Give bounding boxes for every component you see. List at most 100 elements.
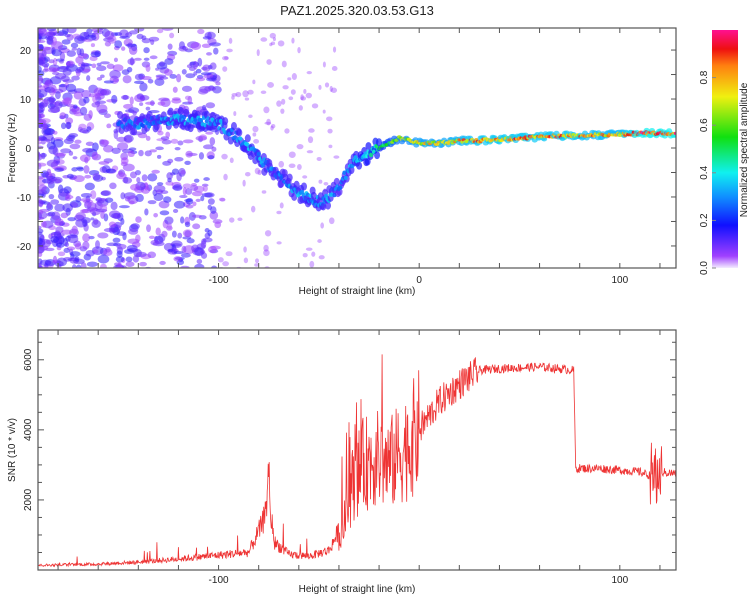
ridge-halo — [230, 122, 237, 131]
ridge-halo — [356, 161, 363, 170]
noise-blob — [322, 109, 326, 114]
noise-blob — [284, 128, 290, 134]
noise-blob — [161, 139, 172, 145]
noise-blob — [103, 80, 114, 84]
noise-blob — [169, 32, 175, 39]
noise-blob — [184, 95, 191, 101]
noise-blob — [164, 69, 173, 76]
noise-blob — [60, 229, 73, 235]
noise-blob — [202, 64, 211, 72]
noise-blob — [115, 256, 125, 263]
noise-blob — [190, 42, 202, 50]
noise-blob — [90, 217, 95, 221]
noise-blob — [96, 76, 103, 81]
noise-blob — [110, 201, 118, 211]
noise-blob — [71, 167, 78, 172]
noise-blob — [174, 157, 184, 162]
noise-blob — [244, 97, 250, 101]
noise-blob — [121, 265, 128, 268]
noise-blob — [171, 98, 182, 104]
noise-blob — [195, 68, 202, 74]
noise-blob — [89, 93, 95, 98]
noise-blob — [54, 203, 65, 212]
noise-blob — [71, 47, 78, 51]
noise-blob — [112, 213, 121, 219]
noise-blob — [155, 227, 161, 236]
noise-blob — [52, 138, 64, 148]
noise-blob — [281, 98, 286, 105]
noise-blob — [86, 261, 98, 267]
noise-blob — [167, 248, 173, 253]
noise-blob — [66, 50, 77, 57]
noise-blob — [73, 258, 85, 265]
noise-blob — [65, 121, 72, 130]
noise-blob — [167, 158, 174, 164]
noise-blob — [112, 64, 124, 72]
noise-blob — [139, 261, 147, 267]
ridge-halo — [117, 110, 124, 119]
noise-blob — [38, 43, 44, 52]
noise-blob — [121, 95, 130, 100]
noise-blob — [90, 190, 97, 200]
noise-blob — [229, 217, 235, 223]
noise-blob — [38, 92, 45, 99]
noise-blob — [38, 193, 45, 197]
noise-blob — [82, 241, 90, 250]
noise-blob — [136, 176, 141, 183]
noise-blob — [54, 73, 67, 80]
noise-blob — [156, 182, 164, 186]
noise-blob — [69, 143, 81, 150]
noise-blob — [202, 36, 212, 40]
noise-blob — [167, 222, 172, 230]
noise-blob — [76, 47, 82, 56]
noise-blob — [330, 87, 338, 93]
noise-blob — [101, 139, 110, 146]
noise-blob — [159, 76, 169, 80]
noise-blob — [157, 101, 166, 106]
noise-blob — [91, 102, 100, 108]
noise-blob — [163, 196, 172, 203]
noise-blob — [333, 155, 340, 159]
noise-blob — [133, 80, 145, 85]
noise-blob — [86, 75, 91, 82]
noise-blob — [186, 238, 195, 244]
noise-blob — [222, 261, 230, 267]
noise-blob — [263, 106, 270, 114]
noise-blob — [195, 198, 201, 202]
y-tick-label: -20 — [17, 242, 32, 253]
noise-blob — [74, 139, 82, 144]
noise-blob — [264, 121, 272, 125]
noise-blob — [281, 60, 287, 68]
noise-blob — [254, 263, 259, 267]
noise-blob — [147, 79, 154, 84]
noise-blob — [270, 125, 274, 131]
noise-blob — [38, 200, 44, 207]
noise-blob — [184, 230, 192, 238]
noise-blob — [73, 88, 85, 93]
noise-blob — [198, 152, 205, 160]
noise-blob — [156, 28, 164, 34]
noise-blob — [97, 232, 109, 239]
noise-blob — [60, 212, 69, 219]
noise-blob — [235, 266, 242, 268]
snr-xlabel: Height of straight line (km) — [299, 584, 416, 595]
noise-blob — [80, 198, 91, 202]
noise-blob — [63, 138, 74, 145]
noise-blob — [264, 230, 272, 237]
ridge-halo — [177, 106, 184, 115]
ridge-core — [446, 141, 451, 145]
noise-blob — [112, 78, 119, 83]
noise-blob — [252, 132, 257, 137]
noise-blob — [157, 130, 164, 136]
noise-blob — [215, 81, 221, 86]
noise-blob — [67, 234, 79, 244]
noise-blob — [139, 82, 148, 92]
noise-blob — [253, 139, 260, 144]
colorbar-tick-label: 0.0 — [699, 261, 710, 275]
ridge-halo — [286, 173, 293, 182]
noise-blob — [79, 128, 89, 134]
noise-blob — [75, 68, 82, 74]
noise-blob — [92, 142, 99, 152]
